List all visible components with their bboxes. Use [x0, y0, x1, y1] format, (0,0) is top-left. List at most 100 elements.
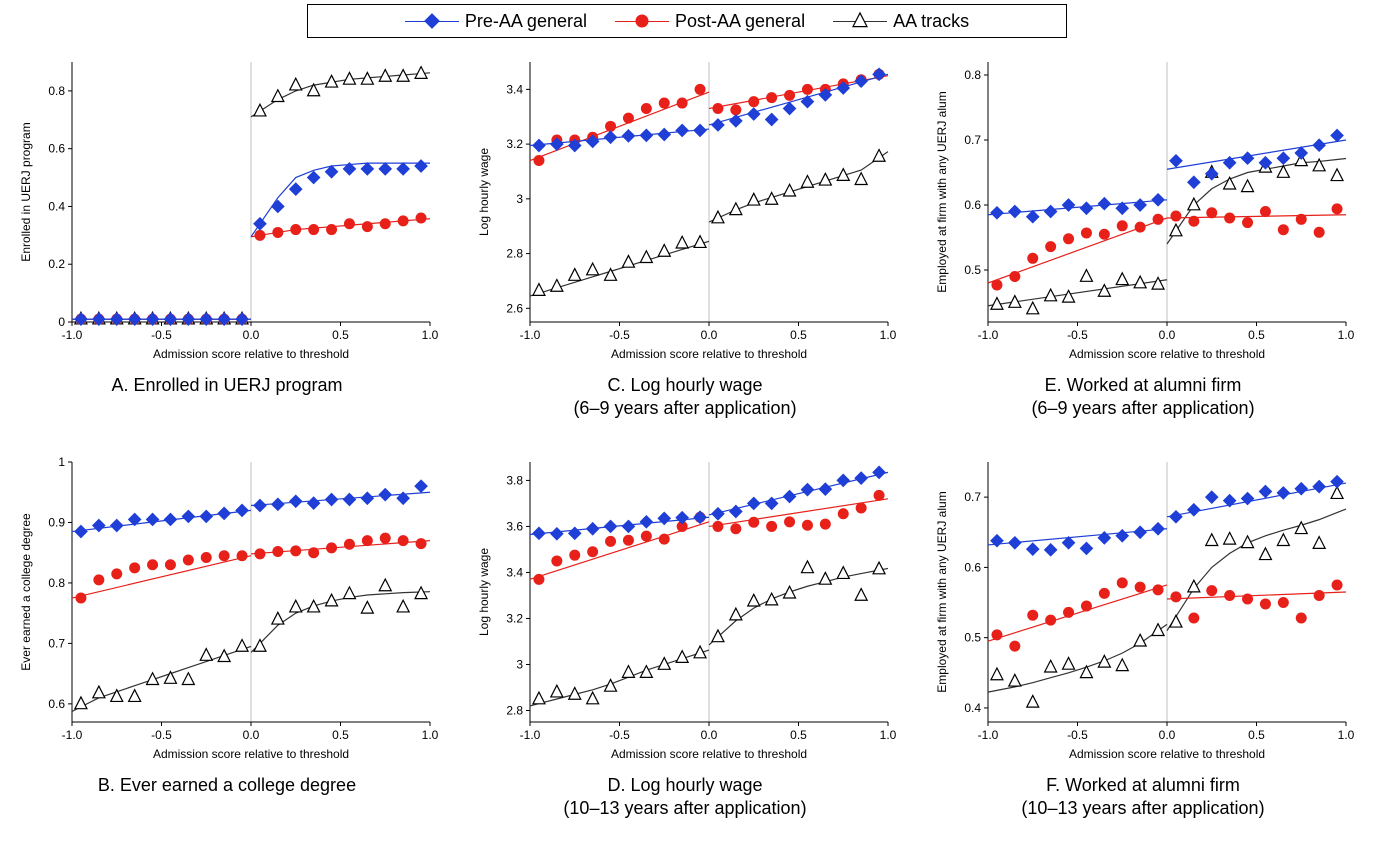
svg-text:0.0: 0.0 — [243, 728, 260, 742]
svg-text:0.9: 0.9 — [48, 515, 65, 529]
svg-text:0.0: 0.0 — [701, 328, 718, 342]
svg-text:1: 1 — [58, 455, 65, 469]
panel-caption: B. Ever earned a college degree — [14, 774, 440, 797]
legend-item: Post-AA general — [615, 11, 805, 32]
svg-text:-1.0: -1.0 — [978, 728, 999, 742]
legend-label: Pre-AA general — [465, 11, 587, 32]
svg-text:0: 0 — [58, 315, 65, 329]
panel-A: 00.20.40.60.8-1.0-0.50.00.51.0Admission … — [14, 50, 440, 368]
svg-text:0.5: 0.5 — [332, 728, 349, 742]
y-axis-label: Employed at firm with any UERJ alum — [935, 91, 949, 292]
svg-text:0.4: 0.4 — [48, 199, 65, 213]
plot-svg: 0.50.60.70.8-1.0-0.50.00.51.0Admission s… — [930, 50, 1356, 368]
svg-text:3.8: 3.8 — [506, 473, 523, 487]
svg-text:-0.5: -0.5 — [609, 728, 630, 742]
svg-text:3.2: 3.2 — [506, 137, 523, 151]
y-axis-label: Employed at firm with any UERJ alum — [935, 491, 949, 692]
svg-text:2.6: 2.6 — [506, 301, 523, 315]
svg-text:-1.0: -1.0 — [520, 328, 541, 342]
legend-item: Pre-AA general — [405, 11, 587, 32]
svg-text:0.0: 0.0 — [1159, 328, 1176, 342]
panel-C: 2.62.833.23.4-1.0-0.50.00.51.0Admission … — [472, 50, 898, 368]
panel-title: A. Enrolled in UERJ program — [14, 374, 440, 397]
legend-sample — [615, 12, 669, 30]
legend: Pre-AA general Post-AA general AA tracks — [307, 4, 1067, 38]
svg-text:0.6: 0.6 — [964, 198, 981, 212]
panel-caption: C. Log hourly wage(6–9 years after appli… — [472, 374, 898, 419]
plot-svg: 0.6 0.7 0.8 0.9 1 -1.0 -0.5 0.0 0.5 1.0 Admission … — [14, 450, 440, 768]
panel-subtitle: (10–13 years after application) — [472, 797, 898, 820]
svg-text:0.5: 0.5 — [964, 631, 981, 645]
x-axis-label: Admission score relative to threshold — [1069, 347, 1265, 361]
legend-label: AA tracks — [893, 11, 969, 32]
x-axis-label: Admission score relative to threshold — [611, 347, 807, 361]
y-axis-label: Ever earned a college degree — [19, 513, 33, 671]
svg-text:1.0: 1.0 — [422, 728, 439, 742]
svg-text:0.8: 0.8 — [48, 576, 65, 590]
panel-title: D. Log hourly wage — [472, 774, 898, 797]
svg-text:0.5: 0.5 — [1248, 328, 1265, 342]
svg-text:0.5: 0.5 — [1248, 728, 1265, 742]
x-axis-label: Admission score relative to threshold — [611, 747, 807, 761]
plot-svg: 00.20.40.60.8-1.0-0.50.00.51.0Admission … — [14, 50, 440, 368]
svg-text:0.5: 0.5 — [332, 328, 349, 342]
panel-E: 0.50.60.70.8-1.0-0.50.00.51.0Admission s… — [930, 50, 1356, 368]
svg-text:0.0: 0.0 — [701, 728, 718, 742]
svg-text:-0.5: -0.5 — [151, 728, 172, 742]
x-axis-label: Admission score relative to threshold — [153, 347, 349, 361]
figure-root: Pre-AA general Post-AA general AA tracks 0 0… — [0, 0, 1373, 846]
svg-text:-1.0: -1.0 — [62, 328, 83, 342]
svg-text:0.7: 0.7 — [964, 133, 981, 147]
panel-B: 0.6 0.7 0.8 0.9 1 -1.0 -0.5 0.0 0.5 1.0 Admission … — [14, 450, 440, 768]
panel-caption: F. Worked at alumni firm(10–13 years aft… — [930, 774, 1356, 819]
panel-D: 2.8 3 3.2 3.4 3.6 3.8 -1.0 -0.5 0.0 0.5 1.0 Admissi… — [472, 450, 898, 768]
plot-svg: 2.62.833.23.4-1.0-0.50.00.51.0Admission … — [472, 50, 898, 368]
legend-item: AA tracks — [833, 11, 969, 32]
plot-svg: 2.8 3 3.2 3.4 3.6 3.8 -1.0 -0.5 0.0 0.5 1.0 Admissi… — [472, 450, 898, 768]
svg-text:-1.0: -1.0 — [520, 728, 541, 742]
svg-text:3.6: 3.6 — [506, 519, 523, 533]
panel-subtitle: (6–9 years after application) — [472, 397, 898, 420]
svg-text:0.6: 0.6 — [48, 697, 65, 711]
panel-F: 0.40.50.60.7-1.0-0.50.00.51.0Admission s… — [930, 450, 1356, 768]
svg-text:-1.0: -1.0 — [978, 328, 999, 342]
svg-text:1.0: 1.0 — [880, 728, 897, 742]
svg-text:-0.5: -0.5 — [609, 328, 630, 342]
svg-text:1.0: 1.0 — [1338, 728, 1355, 742]
svg-text:0.6: 0.6 — [48, 142, 65, 156]
y-axis-label: Log hourly wage — [477, 548, 491, 636]
svg-text:0.5: 0.5 — [790, 728, 807, 742]
panel-title: F. Worked at alumni firm — [930, 774, 1356, 797]
svg-text:3.4: 3.4 — [506, 82, 523, 96]
svg-text:0.5: 0.5 — [790, 328, 807, 342]
legend-sample — [405, 12, 459, 30]
panel-title: B. Ever earned a college degree — [14, 774, 440, 797]
panel-subtitle: (6–9 years after application) — [930, 397, 1356, 420]
panel-caption: E. Worked at alumni firm(6–9 years after… — [930, 374, 1356, 419]
x-axis-label: Admission score relative to threshold — [153, 747, 349, 761]
svg-text:-0.5: -0.5 — [1067, 728, 1088, 742]
svg-text:0.8: 0.8 — [48, 84, 65, 98]
svg-text:1.0: 1.0 — [422, 328, 439, 342]
svg-text:0.5: 0.5 — [964, 263, 981, 277]
svg-text:3: 3 — [516, 657, 523, 671]
svg-text:3.4: 3.4 — [506, 565, 523, 579]
svg-text:0.4: 0.4 — [964, 701, 981, 715]
legend-sample — [833, 12, 887, 30]
svg-text:3.2: 3.2 — [506, 611, 523, 625]
svg-text:0.7: 0.7 — [48, 636, 65, 650]
svg-text:2.8: 2.8 — [506, 247, 523, 261]
panel-caption: A. Enrolled in UERJ program — [14, 374, 440, 397]
panel-title: C. Log hourly wage — [472, 374, 898, 397]
y-axis-label: Enrolled in UERJ program — [19, 122, 33, 261]
svg-text:0.2: 0.2 — [48, 257, 65, 271]
y-axis-label: Log hourly wage — [477, 148, 491, 236]
svg-text:0.7: 0.7 — [964, 490, 981, 504]
svg-text:-0.5: -0.5 — [151, 328, 172, 342]
svg-text:-0.5: -0.5 — [1067, 328, 1088, 342]
svg-text:2.8: 2.8 — [506, 703, 523, 717]
panel-caption: D. Log hourly wage(10–13 years after app… — [472, 774, 898, 819]
panel-title: E. Worked at alumni firm — [930, 374, 1356, 397]
svg-text:-1.0: -1.0 — [62, 728, 83, 742]
panel-subtitle: (10–13 years after application) — [930, 797, 1356, 820]
